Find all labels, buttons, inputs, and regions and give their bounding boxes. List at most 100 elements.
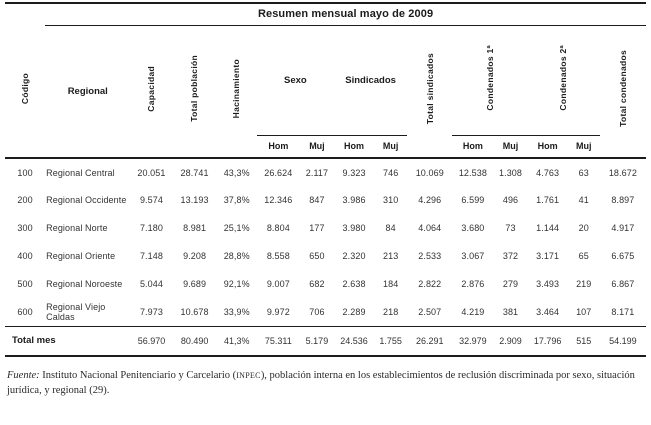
total-condenados: 54.199 bbox=[599, 325, 646, 357]
table-title: Resumen mensual mayo de 2009 bbox=[45, 3, 646, 26]
cell-sexo-muj: 2.117 bbox=[305, 167, 329, 178]
col-group-sindicados: Sindicados bbox=[333, 25, 408, 136]
cell-condenados2-muj: 107 bbox=[576, 306, 592, 317]
col-header-total-condenados: Total condenados bbox=[617, 50, 628, 128]
cell-sindicados-hom: 3.986 bbox=[342, 195, 366, 205]
col-header-hacinamiento: Hacinamiento bbox=[231, 59, 242, 119]
cell-condenados1-muj: 73 bbox=[505, 223, 516, 233]
cell-condenados1-hom: 4.219 bbox=[461, 306, 485, 317]
source-text: Instituto Nacional Penitenciario y Carce… bbox=[39, 370, 237, 381]
cell-codigo: 400 bbox=[17, 251, 33, 261]
cell-sindicados-hom: 2.638 bbox=[342, 279, 366, 289]
total-sexo-hom: 75.311 bbox=[256, 325, 300, 357]
cell-sexo-muj: 177 bbox=[309, 223, 325, 233]
table-row: 500 Regional Noroeste 5.044 9.689 92,1% … bbox=[5, 270, 646, 298]
cell-sexo-muj: 682 bbox=[309, 279, 325, 289]
total-capacidad: 56.970 bbox=[130, 325, 173, 357]
cell-codigo: 600 bbox=[17, 306, 33, 317]
table-row: 400 Regional Oriente 7.148 9.208 28,8% 8… bbox=[5, 242, 646, 270]
cell-condenados2-hom: 4.763 bbox=[536, 167, 560, 178]
cell-sindicados-hom: 2.320 bbox=[342, 251, 366, 261]
col-subheader-condenados1-muj: Muj bbox=[493, 135, 528, 159]
cell-condenados2-hom: 1.144 bbox=[536, 223, 560, 233]
cell-total-sindicados: 2.533 bbox=[418, 251, 442, 261]
cell-condenados2-hom: 3.464 bbox=[536, 306, 560, 317]
cell-total-poblacion: 10.678 bbox=[180, 306, 209, 317]
cell-total-poblacion: 13.193 bbox=[180, 195, 209, 205]
cell-total-poblacion: 8.981 bbox=[183, 223, 207, 233]
cell-hacinamiento: 33,9% bbox=[223, 306, 250, 317]
col-subheader-sindicados-hom: Hom bbox=[333, 135, 375, 159]
col-subheader-sexo-hom: Hom bbox=[256, 135, 300, 159]
cell-total-poblacion: 28.741 bbox=[180, 167, 209, 178]
total-condenados1-muj: 2.909 bbox=[493, 325, 528, 357]
cell-total-condenados: 18.672 bbox=[608, 167, 637, 178]
cell-condenados2-muj: 65 bbox=[578, 251, 589, 261]
col-subheader-condenados2-hom: Hom bbox=[527, 135, 568, 159]
cell-regional: Regional Norte bbox=[46, 223, 108, 233]
cell-condenados2-hom: 1.761 bbox=[536, 195, 560, 205]
total-poblacion: 80.490 bbox=[172, 325, 217, 357]
cell-codigo: 500 bbox=[17, 279, 33, 289]
cell-capacidad: 7.973 bbox=[139, 306, 163, 317]
table-row: 200 Regional Occidente 9.574 13.193 37,8… bbox=[5, 186, 646, 214]
cell-condenados1-hom: 3.680 bbox=[461, 223, 485, 233]
col-subheader-sexo-muj: Muj bbox=[299, 135, 334, 159]
total-condenados1-hom: 32.979 bbox=[452, 325, 494, 357]
cell-sexo-hom: 9.972 bbox=[266, 306, 290, 317]
cell-sexo-hom: 8.558 bbox=[266, 251, 290, 261]
cell-condenados2-hom: 3.493 bbox=[536, 279, 560, 289]
col-group-condenados-1: Condenados 1ª bbox=[484, 44, 495, 111]
total-sindicados: 26.291 bbox=[407, 325, 453, 357]
source-note: Fuente: Instituto Nacional Penitenciario… bbox=[5, 368, 646, 398]
col-header-total-poblacion: Total población bbox=[189, 55, 200, 123]
table-row: 100 Regional Central 20.051 28.741 43,3%… bbox=[5, 158, 646, 186]
total-hacinamiento: 41,3% bbox=[216, 325, 257, 357]
total-row: Total mes 56.970 80.490 41,3% 75.311 5.1… bbox=[5, 325, 646, 357]
cell-condenados1-muj: 1.308 bbox=[499, 167, 523, 178]
cell-sexo-hom: 9.007 bbox=[266, 279, 290, 289]
source-label: Fuente: bbox=[7, 370, 40, 381]
cell-total-sindicados: 2.822 bbox=[418, 279, 442, 289]
title-row: Resumen mensual mayo de 2009 bbox=[5, 3, 646, 26]
cell-codigo: 100 bbox=[17, 167, 33, 178]
col-header-capacidad: Capacidad bbox=[146, 65, 157, 112]
cell-total-condenados: 6.675 bbox=[611, 251, 635, 261]
cell-total-condenados: 8.171 bbox=[611, 306, 635, 317]
cell-hacinamiento: 25,1% bbox=[223, 223, 250, 233]
cell-condenados1-muj: 381 bbox=[502, 306, 519, 317]
cell-sindicados-hom: 3.980 bbox=[342, 223, 366, 233]
total-condenados2-hom: 17.796 bbox=[527, 325, 568, 357]
source-inpec-acronym: INPEC bbox=[236, 371, 261, 380]
cell-sexo-hom: 26.624 bbox=[264, 167, 293, 178]
cell-total-poblacion: 9.689 bbox=[183, 279, 207, 289]
cell-capacidad: 9.574 bbox=[139, 195, 163, 205]
cell-regional: Regional Occidente bbox=[46, 195, 127, 205]
summary-table: Resumen mensual mayo de 2009 Código Regi… bbox=[5, 2, 646, 357]
total-sindicados-muj: 1.755 bbox=[374, 325, 408, 357]
source-text: ), población interna en los establecimie… bbox=[7, 370, 635, 397]
cell-hacinamiento: 92,1% bbox=[223, 279, 250, 289]
cell-codigo: 300 bbox=[17, 223, 33, 233]
cell-condenados1-muj: 496 bbox=[502, 195, 519, 205]
cell-capacidad: 20.051 bbox=[137, 167, 166, 178]
cell-regional: Regional Central bbox=[46, 167, 115, 178]
cell-condenados1-muj: 279 bbox=[502, 279, 519, 289]
cell-regional: Regional Viejo Caldas bbox=[46, 301, 106, 322]
header-row-main: Código Regional Capacidad Total població… bbox=[5, 25, 646, 159]
cell-codigo: 200 bbox=[17, 195, 33, 205]
cell-sexo-hom: 12.346 bbox=[264, 195, 293, 205]
cell-sindicados-muj: 84 bbox=[385, 223, 396, 233]
total-sexo-muj: 5.179 bbox=[299, 325, 334, 357]
cell-total-poblacion: 9.208 bbox=[183, 251, 207, 261]
cell-hacinamiento: 37,8% bbox=[223, 195, 250, 205]
cell-sexo-muj: 706 bbox=[309, 306, 325, 317]
cell-capacidad: 7.148 bbox=[139, 251, 163, 261]
col-group-condenados-2: Condenados 2ª bbox=[558, 44, 569, 111]
cell-sindicados-muj: 746 bbox=[382, 167, 399, 178]
total-label: Total mes bbox=[5, 325, 131, 357]
cell-total-sindicados: 10.069 bbox=[415, 167, 444, 178]
cell-capacidad: 5.044 bbox=[139, 279, 163, 289]
total-sindicados-hom: 24.536 bbox=[333, 325, 375, 357]
col-header-total-sindicados: Total sindicados bbox=[424, 53, 435, 125]
